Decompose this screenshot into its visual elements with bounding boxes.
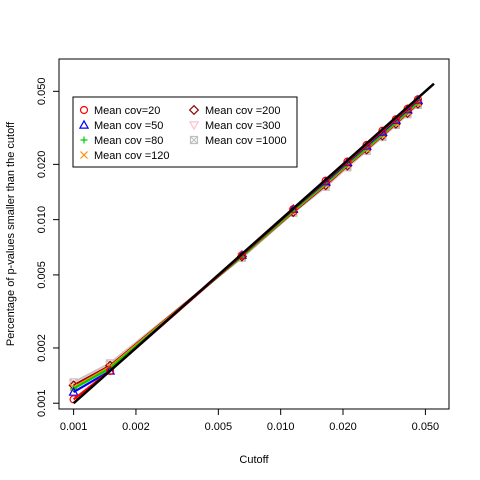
legend-box [72,96,298,168]
legend: Mean cov=20 Mean cov =50 Mean cov =80 Mean … [72,96,298,168]
data-point [237,251,247,260]
data-point [68,386,79,396]
x-tick-label: 0.050 [412,421,440,433]
legend-marker [79,105,89,115]
y-tick-label: 0.002 [36,334,48,362]
y-tick-label: 0.020 [36,151,48,179]
legend-label: Mean cov=20 [94,105,160,117]
x-axis: 0.001 0.002 0.005 0.010 0.020 0.050 [60,409,439,433]
legend-marker [78,119,90,129]
y-tick-label: 0.050 [36,78,48,106]
y-tick-label: 0.005 [36,261,48,289]
legend-marker [189,135,199,145]
data-point [105,366,115,375]
data-point [321,176,330,185]
legend-entry: Mean cov =80 [80,135,163,147]
legend-entry: Mean cov =50 [78,119,163,132]
x-tick-label: 0.002 [122,421,150,433]
y-tick-label: 0.001 [36,389,48,417]
y-axis-label: Percentage of p-values smaller than the … [5,121,17,346]
legend-entry: Mean cov =1000 [189,135,287,147]
legend-marker [80,136,88,144]
legend-label: Mean cov =200 [205,105,281,117]
legend-marker [188,104,200,116]
x-tick-label: 0.010 [267,421,295,433]
x-axis-label: Cutoff [239,454,269,466]
x-tick-label: 0.005 [205,421,233,433]
reference-line [72,82,435,405]
legend-label: Mean cov =80 [94,135,163,147]
legend-entry: Mean cov =300 [188,120,281,132]
legend-entry: Mean cov=20 [79,105,160,117]
data-point [413,95,423,104]
plot-box [58,58,450,410]
plot-area [68,82,435,405]
y-tick-label: 0.010 [36,206,48,234]
x-tick-label: 0.001 [60,421,88,433]
data-point [343,157,352,166]
x-tick-label: 0.020 [329,421,357,433]
data-point [378,126,387,135]
legend-label: Mean cov =120 [94,150,170,162]
legend-marker [188,121,200,131]
legend-label: Mean cov =300 [205,120,281,132]
legend-label: Mean cov =1000 [205,135,287,147]
legend-label: Mean cov =50 [94,120,163,132]
legend-marker [80,151,88,159]
legend-entry: Mean cov =120 [80,150,170,162]
legend-entry: Mean cov =200 [188,104,281,117]
data-point [289,205,298,214]
y-axis: 0.001 0.002 0.005 0.010 0.020 0.050 [36,78,59,417]
